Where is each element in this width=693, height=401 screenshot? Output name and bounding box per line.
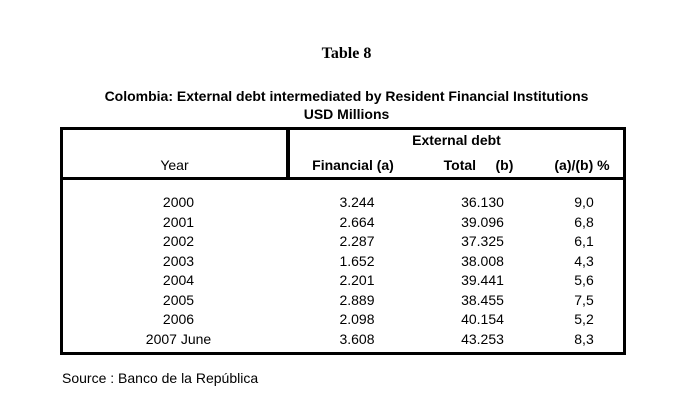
year-column-header: Year xyxy=(63,130,290,177)
subtitle-line1: Colombia: External debt intermediated by… xyxy=(104,88,589,104)
table-row: 2005 2.889 38.455 7,5 xyxy=(63,291,623,311)
table-row: 2001 2.664 39.096 6,8 xyxy=(63,213,623,233)
total-cell: 39.441 xyxy=(461,272,504,288)
table-row: 2000 3.244 36.130 9,0 xyxy=(63,193,623,213)
total-cell: 39.096 xyxy=(461,213,504,230)
external-debt-table: Year External debt Financial (a) Total (… xyxy=(60,127,626,355)
financial-cell: 2.098 xyxy=(339,311,375,327)
table-row: 2004 2.201 39.441 5,6 xyxy=(63,271,623,291)
external-debt-header-group: External debt Financial (a) Total (b) (a… xyxy=(290,130,623,177)
table-row: 2003 1.652 38.008 4,3 xyxy=(63,252,623,272)
ratio-cell: 8,3 xyxy=(574,330,594,347)
year-cell: 2002 xyxy=(162,233,195,249)
table-subtitle: Colombia: External debt intermediated by… xyxy=(0,87,693,123)
year-cell: 2007 June xyxy=(145,330,212,347)
table-row: 2007 June 3.608 43.253 8,3 xyxy=(63,330,623,350)
financial-cell: 2.287 xyxy=(339,233,375,249)
ratio-cell: 5,6 xyxy=(574,272,594,288)
year-cell: 2000 xyxy=(162,194,195,210)
table-row: 2002 2.287 37.325 6,1 xyxy=(63,232,623,252)
financial-cell: 1.652 xyxy=(339,252,375,269)
total-cell: 43.253 xyxy=(461,330,504,347)
table-row: 2006 2.098 40.154 5,2 xyxy=(63,310,623,330)
table-header: Year External debt Financial (a) Total (… xyxy=(63,130,623,180)
table-number-title: Table 8 xyxy=(321,45,372,62)
financial-cell: 2.889 xyxy=(339,291,375,308)
year-cell: 2003 xyxy=(162,252,195,269)
ratio-cell: 6,1 xyxy=(574,233,594,249)
financial-cell: 3.244 xyxy=(339,194,375,210)
group-header-external-debt: External debt xyxy=(412,132,501,148)
total-column-header: Total (b) xyxy=(443,157,514,173)
year-cell: 2004 xyxy=(162,272,195,288)
subtitle-line2: USD Millions xyxy=(303,106,390,122)
total-cell: 37.325 xyxy=(461,233,504,249)
ratio-cell: 9,0 xyxy=(574,194,594,210)
total-cell: 38.008 xyxy=(461,252,504,269)
year-cell: 2005 xyxy=(162,291,195,308)
financial-cell: 2.201 xyxy=(339,272,375,288)
year-cell: 2006 xyxy=(162,311,195,327)
ratio-column-header: (a)/(b) % xyxy=(554,157,610,173)
ratio-cell: 4,3 xyxy=(574,252,594,269)
total-cell: 40.154 xyxy=(461,311,504,327)
financial-column-header: Financial (a) xyxy=(312,157,394,173)
financial-cell: 2.664 xyxy=(339,213,375,230)
financial-cell: 3.608 xyxy=(339,330,375,347)
total-cell: 38.455 xyxy=(461,291,504,308)
ratio-cell: 5,2 xyxy=(574,311,594,327)
ratio-cell: 7,5 xyxy=(574,291,594,308)
sub-column-headers: Financial (a) Total (b) (a)/(b) % xyxy=(290,148,623,177)
source-note: Source : Banco de la República xyxy=(62,370,259,386)
year-cell: 2001 xyxy=(162,213,195,230)
ratio-cell: 6,8 xyxy=(574,213,594,230)
total-cell: 36.130 xyxy=(461,194,504,210)
table-body: 2000 3.244 36.130 9,0 2001 2.664 39.096 … xyxy=(63,180,623,349)
